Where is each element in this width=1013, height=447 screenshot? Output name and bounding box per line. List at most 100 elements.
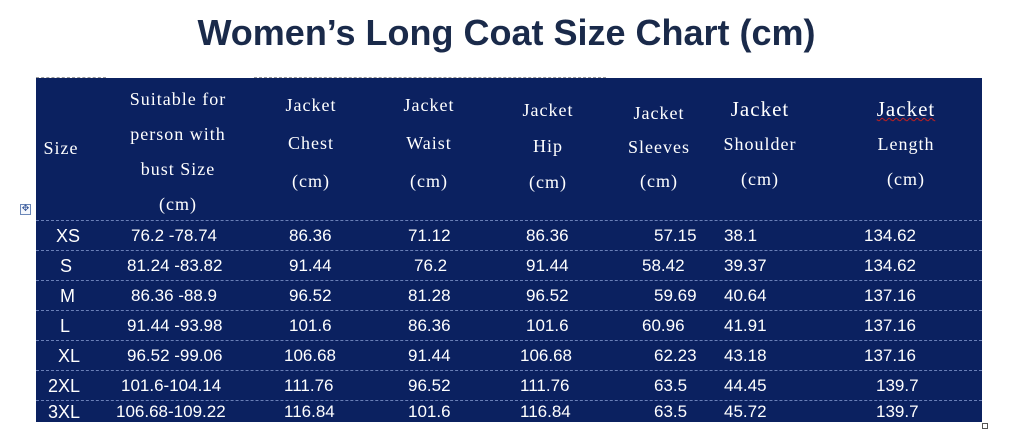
header-waist-line: Jacket [403, 95, 455, 115]
cell-waist: 101.6 [408, 402, 451, 421]
cell-bust: 101.6-104.14 [121, 376, 222, 395]
cell-waist: 71.12 [408, 226, 451, 245]
header-chest-line: Jacket [285, 95, 337, 115]
header-size-label: Size [43, 138, 79, 158]
cell-hip: 106.68 [520, 346, 572, 365]
cell-waist: 91.44 [408, 346, 451, 365]
header-hip-line: (cm) [529, 172, 567, 192]
header-shoulder: Jacket Shoulder (cm) [710, 92, 810, 197]
cell-bust: 76.2 -78.74 [131, 226, 218, 245]
header-waist-line: Waist [406, 133, 452, 153]
header-length: Jacket Length (cm) [856, 92, 956, 197]
cell-shoulder: 39.37 [724, 256, 767, 275]
cell-length: 139.7 [876, 402, 919, 421]
cell-length: 137.16 [864, 346, 916, 365]
cell-chest: 106.68 [284, 346, 336, 365]
table-row: L 91.44 -93.98 101.6 86.36 101.6 60.96 4… [36, 310, 982, 340]
header-chest-line: (cm) [292, 171, 330, 191]
cell-size: S [60, 256, 73, 276]
cell-sleeves: 63.5 [654, 376, 688, 395]
header-length-line: (cm) [887, 169, 925, 189]
cell-sleeves: 58.42 [642, 256, 685, 275]
header-bust: Suitable for person with bust Size (cm) [108, 82, 248, 222]
cell-shoulder: 40.64 [724, 286, 767, 305]
cell-sleeves: 60.96 [642, 316, 685, 335]
table-row: 2XL 101.6-104.14 111.76 96.52 111.76 63.… [36, 370, 982, 400]
cell-chest: 91.44 [289, 256, 332, 275]
cell-size: 3XL [48, 402, 81, 422]
cell-hip: 101.6 [526, 316, 569, 335]
table-row: XS 76.2 -78.74 86.36 71.12 86.36 57.15 3… [36, 220, 982, 250]
cell-bust: 81.24 -83.82 [127, 256, 223, 275]
header-bust-line: person with [130, 124, 226, 144]
cell-hip: 86.36 [526, 226, 569, 245]
header-sleeves-line: Sleeves [628, 137, 690, 157]
header-waist: Jacket Waist (cm) [384, 86, 474, 200]
cell-chest: 96.52 [289, 286, 332, 305]
header-sleeves: Jacket Sleeves (cm) [614, 96, 704, 198]
cell-chest: 111.76 [284, 376, 334, 395]
table-row: M 86.36 -88.9 96.52 81.28 96.52 59.69 40… [36, 280, 982, 310]
cell-size: 2XL [48, 376, 81, 396]
header-hip-line: Jacket [522, 100, 574, 120]
header-waist-line: (cm) [410, 171, 448, 191]
header-length-line: Length [877, 134, 935, 154]
cell-chest: 101.6 [289, 316, 332, 335]
cell-bust: 106.68-109.22 [116, 402, 226, 421]
cell-size: XS [56, 226, 81, 246]
cell-waist: 76.2 [414, 256, 448, 275]
cell-shoulder: 45.72 [724, 402, 767, 421]
header-chest-line: Chest [287, 133, 334, 153]
cell-length: 139.7 [876, 376, 919, 395]
cell-hip: 111.76 [520, 376, 570, 395]
cell-shoulder: 38.1 [724, 226, 758, 245]
cell-hip: 96.52 [526, 286, 569, 305]
header-shoulder-line: Jacket [730, 97, 790, 121]
cell-bust: 96.52 -99.06 [127, 346, 223, 365]
header-length-line: Jacket [856, 92, 956, 127]
page-title: Women’s Long Coat Size Chart (cm) [197, 12, 816, 53]
cell-bust: 86.36 -88.9 [131, 286, 218, 305]
header-bust-line: (cm) [159, 194, 197, 214]
cell-sleeves: 62.23 [654, 346, 697, 365]
table-top-rule [254, 77, 606, 78]
cell-bust: 91.44 -93.98 [127, 316, 223, 335]
cell-size: M [60, 286, 75, 306]
header-sleeves-line: Jacket [633, 103, 685, 123]
cell-length: 137.16 [864, 316, 916, 335]
cell-size: L [60, 316, 71, 336]
header-hip-line: Hip [533, 136, 563, 156]
cell-chest: 86.36 [289, 226, 332, 245]
cell-length: 134.62 [864, 256, 916, 275]
header-sleeves-line: (cm) [640, 171, 678, 191]
size-chart-table: Size Suitable for person with bust Size … [36, 77, 982, 422]
cell-shoulder: 44.45 [724, 376, 767, 395]
header-chest: Jacket Chest (cm) [266, 86, 356, 200]
cell-waist: 81.28 [408, 286, 451, 305]
table-move-handle-icon[interactable]: ✥ [20, 204, 31, 215]
cell-waist: 96.52 [408, 376, 451, 395]
table-header-row: Size Suitable for person with bust Size … [36, 78, 982, 218]
cell-hip: 91.44 [526, 256, 569, 275]
cell-length: 137.16 [864, 286, 916, 305]
table-row: S 81.24 -83.82 91.44 76.2 91.44 58.42 39… [36, 250, 982, 280]
cell-chest: 116.84 [284, 402, 335, 421]
header-shoulder-line: (cm) [741, 169, 779, 189]
cell-sleeves: 59.69 [654, 286, 697, 305]
cell-sleeves: 63.5 [654, 402, 688, 421]
header-size: Size [36, 129, 86, 167]
cell-length: 134.62 [864, 226, 916, 245]
header-length-word: Jacket [876, 97, 936, 121]
cell-shoulder: 41.91 [724, 316, 767, 335]
cell-shoulder: 43.18 [724, 346, 767, 365]
table-row: 3XL 106.68-109.22 116.84 101.6 116.84 63… [36, 400, 982, 422]
table-row: XL 96.52 -99.06 106.68 91.44 106.68 62.2… [36, 340, 982, 370]
cell-waist: 86.36 [408, 316, 451, 335]
header-bust-line: Suitable for [129, 89, 227, 109]
header-shoulder-line: Shoulder [723, 134, 797, 154]
cell-size: XL [58, 346, 81, 366]
header-hip: Jacket Hip (cm) [503, 92, 593, 200]
header-bust-line: bust Size [140, 159, 216, 179]
cell-hip: 116.84 [520, 402, 571, 421]
table-resize-handle[interactable] [982, 423, 988, 429]
